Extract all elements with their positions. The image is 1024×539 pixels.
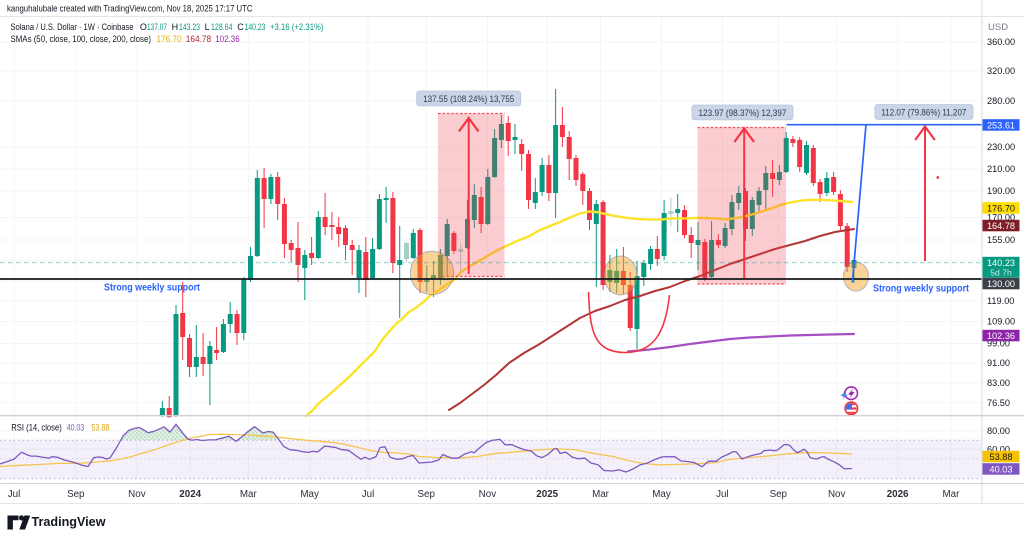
svg-text:Nov: Nov [128,489,146,500]
svg-text:253.61: 253.61 [987,120,1015,130]
svg-text:kanguhalubale created with Tra: kanguhalubale created with TradingView.c… [7,4,253,14]
svg-text:O: O [140,22,147,32]
svg-text:190.00: 190.00 [987,186,1015,196]
svg-text:Nov: Nov [828,489,846,500]
svg-text:102.36: 102.36 [987,331,1015,341]
svg-text:176.70: 176.70 [987,203,1015,213]
svg-text:SMAs (50, close, 100, close, 2: SMAs (50, close, 100, close, 200, close) [11,34,152,44]
svg-text:76.50: 76.50 [987,398,1010,408]
svg-text:128.64: 128.64 [211,22,233,32]
svg-text:99.00: 99.00 [987,339,1010,349]
svg-text:RSI (14, close): RSI (14, close) [11,423,62,433]
svg-text:Solana / U.S. Dollar · 1W · Co: Solana / U.S. Dollar · 1W · Coinbase [11,22,134,32]
svg-text:5d 7h: 5d 7h [990,268,1012,278]
svg-text:TradingView: TradingView [32,514,107,529]
svg-text:155.00: 155.00 [987,235,1015,245]
svg-text:210.00: 210.00 [987,164,1015,174]
svg-text:May: May [652,489,671,500]
svg-text:Mar: Mar [592,489,610,500]
svg-text:91.00: 91.00 [987,358,1010,368]
svg-text:164.78: 164.78 [186,34,212,44]
svg-text:H: H [172,22,179,32]
svg-text:Jul: Jul [8,489,21,500]
svg-text:109.00: 109.00 [987,317,1015,327]
svg-text:143.23: 143.23 [179,22,200,32]
svg-text:130.00: 130.00 [987,279,1015,289]
svg-text:Sep: Sep [417,489,435,500]
svg-text:137.55 (108.24%) 13,755: 137.55 (108.24%) 13,755 [423,94,514,105]
svg-text:Mar: Mar [942,489,960,500]
svg-text:83.00: 83.00 [987,378,1010,388]
svg-text:280.00: 280.00 [987,96,1015,106]
svg-text:119.00: 119.00 [987,296,1014,306]
svg-text:40.03: 40.03 [67,423,85,433]
svg-text:112.07 (79.86%) 11,207: 112.07 (79.86%) 11,207 [881,107,966,118]
svg-text:Sep: Sep [67,489,85,500]
svg-text:Strong weekly support: Strong weekly support [873,284,970,295]
svg-text:170.00: 170.00 [987,213,1015,223]
svg-text:Sep: Sep [770,489,788,500]
svg-text:L: L [205,22,210,32]
svg-text:60.00: 60.00 [987,444,1010,454]
svg-text:May: May [300,489,319,500]
svg-text:C: C [237,22,244,32]
svg-text:Nov: Nov [479,489,497,500]
svg-text:164.78: 164.78 [987,221,1015,231]
svg-text:320.00: 320.00 [987,66,1015,76]
svg-text:140.23: 140.23 [987,258,1015,268]
svg-text:40.03: 40.03 [990,464,1013,474]
svg-text:USD: USD [988,22,1008,33]
svg-text:Jul: Jul [716,489,729,500]
svg-text:2026: 2026 [887,489,909,500]
svg-text:2024: 2024 [179,489,201,500]
svg-text:80.00: 80.00 [987,426,1010,436]
svg-text:102.36: 102.36 [215,34,240,44]
svg-text:123.97 (98.37%) 12,397: 123.97 (98.37%) 12,397 [699,108,787,119]
svg-text:Jul: Jul [362,489,375,500]
svg-text:53.88: 53.88 [91,423,109,433]
svg-text:140.23: 140.23 [245,22,266,32]
svg-text:Strong weekly support: Strong weekly support [104,282,201,293]
svg-text:+3.16 (+2.31%): +3.16 (+2.31%) [270,22,324,32]
svg-text:230.00: 230.00 [987,142,1015,152]
svg-text:Mar: Mar [240,489,258,500]
svg-text:176.70: 176.70 [157,34,182,44]
svg-text:2025: 2025 [536,489,558,500]
svg-text:360.00: 360.00 [987,37,1015,47]
svg-text:137.07: 137.07 [147,22,167,32]
svg-text:53.88: 53.88 [990,452,1013,462]
